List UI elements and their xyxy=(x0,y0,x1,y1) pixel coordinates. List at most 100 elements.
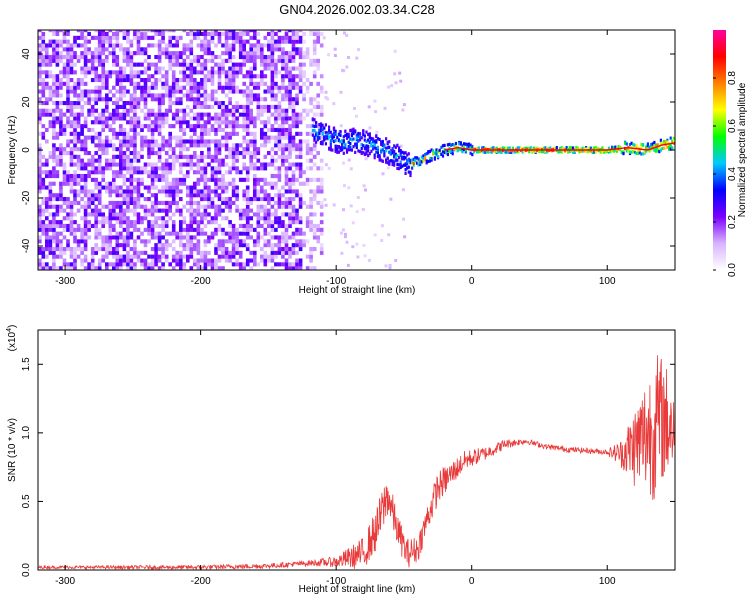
heatmap-cell xyxy=(217,124,222,129)
heatmap-cell xyxy=(115,185,120,190)
heatmap-cell xyxy=(59,154,63,159)
heatmap-track-cell xyxy=(585,147,588,151)
heatmap-cell xyxy=(193,185,197,190)
heatmap-cell xyxy=(112,200,116,205)
heatmap-cell xyxy=(62,66,67,71)
heatmap-cell xyxy=(245,166,250,171)
heatmap-cell xyxy=(291,104,296,109)
heatmap-cell xyxy=(291,220,296,225)
heatmap-cell xyxy=(277,197,282,202)
heatmap-cell xyxy=(245,74,250,79)
snr-multiplier-label: (x104) xyxy=(6,325,18,352)
heatmap-cell xyxy=(193,66,197,71)
heatmap-cell xyxy=(217,120,222,125)
heatmap-cell xyxy=(263,181,268,186)
heatmap-cell xyxy=(221,239,225,244)
heatmap-cell xyxy=(281,223,285,228)
heatmap-cell xyxy=(228,250,232,255)
heatmap-cell xyxy=(87,127,91,132)
heatmap-cell xyxy=(288,131,292,136)
heatmap-cell xyxy=(129,235,134,240)
heatmap-cell xyxy=(129,135,134,140)
heatmap-cell xyxy=(140,193,144,198)
heatmap-cell xyxy=(186,124,190,129)
heatmap-track-cell xyxy=(344,145,347,150)
heatmap-cell xyxy=(59,124,63,129)
heatmap-cell xyxy=(207,39,211,44)
heatmap-track-cell xyxy=(319,140,323,144)
heatmap-cell xyxy=(298,174,303,179)
heatmap-cell xyxy=(182,47,187,52)
heatmap-cell xyxy=(260,247,264,252)
heatmap-cell xyxy=(66,85,70,90)
heatmap-track-cell xyxy=(367,144,370,148)
heatmap-track-cell xyxy=(324,131,327,135)
heatmap-cell xyxy=(94,193,98,198)
heatmap-cell xyxy=(214,31,218,36)
heatmap-cell xyxy=(281,262,285,267)
heatmap-cell xyxy=(249,112,253,117)
heatmap-cell xyxy=(235,239,239,244)
heatmap-cell xyxy=(256,147,261,152)
heatmap-track-cell xyxy=(586,149,589,154)
heatmap-cell xyxy=(87,112,91,117)
heatmap-cell xyxy=(101,254,105,259)
heatmap-cell xyxy=(66,70,70,75)
heatmap-cell xyxy=(179,266,183,270)
heatmap-cell xyxy=(203,181,208,186)
heatmap-cell xyxy=(48,62,53,67)
heatmap-cell xyxy=(242,124,246,129)
heatmap-cell xyxy=(295,231,299,236)
heatmap-cell xyxy=(52,231,56,236)
heatmap-cell xyxy=(80,147,84,152)
heatmap-cell xyxy=(196,120,201,125)
heatmap-cell xyxy=(193,212,197,217)
heatmap-track-cell xyxy=(332,131,336,135)
heatmap-cell xyxy=(119,112,123,117)
heatmap-cell xyxy=(122,135,127,140)
heatmap-cell xyxy=(189,185,194,190)
heatmap-cell xyxy=(143,104,148,109)
heatmap-cell xyxy=(119,89,123,94)
heatmap-cell xyxy=(171,227,176,232)
heatmap-cell xyxy=(150,258,155,263)
heatmap-cell xyxy=(143,266,148,270)
heatmap-cell xyxy=(256,235,261,240)
heatmap-cell xyxy=(62,112,67,117)
heatmap-cell xyxy=(284,31,289,36)
heatmap-cell xyxy=(193,139,197,144)
heatmap-cell xyxy=(249,197,253,202)
heatmap-cell xyxy=(309,30,313,33)
heatmap-cell xyxy=(179,258,183,263)
heatmap-cell xyxy=(101,43,105,48)
heatmap-track-cell xyxy=(315,121,318,125)
heatmap-cell xyxy=(126,131,130,136)
heatmap-cell xyxy=(200,135,204,140)
heatmap-cell xyxy=(90,254,95,259)
heatmap-cell xyxy=(298,197,303,202)
heatmap-track-cell xyxy=(350,138,353,142)
heatmap-cell xyxy=(305,151,310,156)
heatmap-cell xyxy=(115,89,120,94)
heatmap-track-cell xyxy=(385,149,388,153)
heatmap-cell xyxy=(186,78,190,83)
heatmap-cell xyxy=(154,30,158,33)
heatmap-cell xyxy=(129,189,134,194)
heatmap-cell xyxy=(168,131,172,136)
heatmap-cell xyxy=(150,212,155,217)
heatmap-cell xyxy=(38,216,42,221)
heatmap-cell xyxy=(69,247,74,252)
heatmap-cell xyxy=(298,89,303,94)
heatmap-cell xyxy=(136,74,141,79)
heatmap-cell xyxy=(270,89,275,94)
heatmap-cell xyxy=(238,47,243,52)
heatmap-cell xyxy=(288,250,292,255)
heatmap-cell xyxy=(136,51,141,56)
heatmap-cell xyxy=(298,116,303,121)
heatmap-track-cell xyxy=(645,149,648,153)
heatmap-cell xyxy=(161,216,165,221)
heatmap-cell xyxy=(189,139,194,144)
heatmap-cell xyxy=(270,158,275,163)
heatmap-cell xyxy=(45,208,49,213)
heatmap-track-cell xyxy=(328,135,331,139)
